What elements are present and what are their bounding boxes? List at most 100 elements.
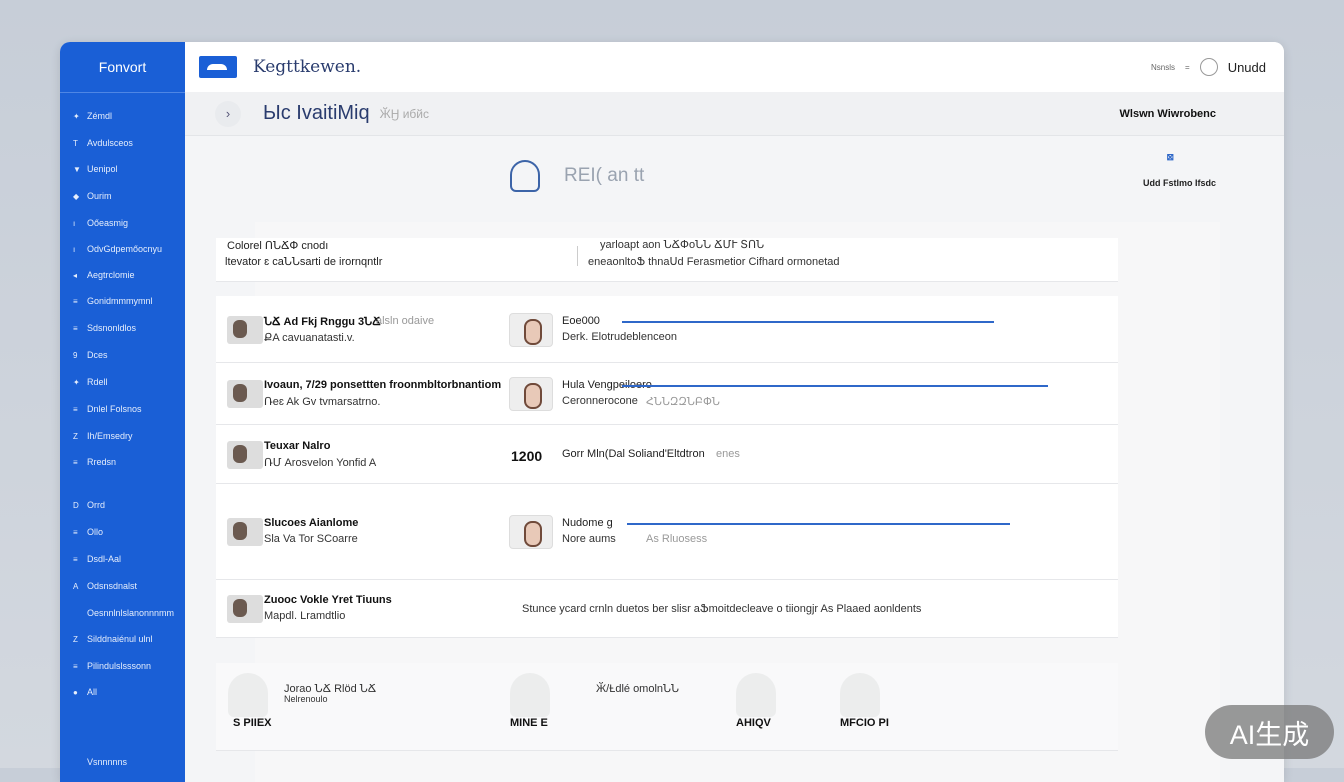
progress-bar [622,320,994,323]
nav-icon: Z [73,634,78,644]
bottom-sub: Nelrenoulo [284,694,328,704]
nav-icon: 9 [73,350,78,360]
row-description: Stunce ycard crnln duetos ber slisr aՖmo… [522,603,922,615]
sidebar-item[interactable]: ≡ Dsdl-Aal [60,554,185,564]
nav-icon: T [73,138,78,148]
sidebar-item[interactable]: ● All [60,687,185,697]
nav-icon: ✦ [73,111,80,121]
sidebar-item-label: Oőeasmig [87,218,129,228]
table-row[interactable]: Ivoaun, 7/29 ponsettten froonmbltorbnant… [216,363,1118,425]
sidebar-item[interactable]: 9 Dces [60,350,185,360]
thumbnail [227,518,263,546]
profile-circle-icon[interactable] [1199,58,1218,76]
avatar [509,377,553,411]
sidebar-item-label: Ourim [87,191,112,201]
sidebar-item[interactable]: D Orrd [60,500,185,510]
row-subtitle: ՔA cavuanatasti.v. [264,331,355,344]
table-row[interactable]: Teuxar Nalro ՌՄ Arosvelon Yonfid A 1200 Go… [216,425,1118,484]
table-row[interactable]: Slucoes Aianlome Sla Va Tor SCoarre Nudom… [216,484,1118,580]
sidebar-item[interactable]: A Odsnsdnalst [60,581,185,591]
nav-icon: ≡ [73,457,78,467]
nav-icon: ✦ [73,377,80,387]
bottom-mid: Ӂ/Ƚdlé omolnՆՆ [596,683,680,695]
back-button[interactable]: › [215,100,241,127]
sidebar-item[interactable]: ≡ Pilindulslsssonn [60,661,185,671]
sidebar-item-label: Pilindulslsssonn [87,661,152,671]
sidebar-item[interactable]: ı OdvGdpemőocnyu [60,244,185,254]
grid-icon: ⊠ [1166,152,1174,162]
sidebar-item-label: Sdsnonldlos [87,323,137,333]
nav-icon: ◆ [73,191,80,201]
nav-icon: ≡ [73,554,78,564]
avatar [509,515,553,549]
sidebar-item[interactable]: ≡ Ollo [60,527,185,537]
sidebar-item[interactable]: Oesnnlnlslanonnnmm [60,608,185,618]
sidebar-item[interactable]: Z Silddnaiénul ulnl [60,634,185,644]
table-row[interactable]: ՆՃ Ad Fkj Rnggu 3ՆՃ alsln odaive ՔA cavu… [216,296,1118,363]
app-logo [199,56,237,78]
sidebar-item[interactable]: T Avdulsceos [60,138,185,148]
row-title: Slucoes Aianlome [264,517,359,529]
row-detail: Derk. Elotrudeblenceon [562,330,677,343]
avatar [509,312,553,347]
sidebar-item-label: OdvGdpemőocnyu [87,244,163,254]
nav-icon: ı [73,244,76,254]
menu-icon[interactable]: = [1185,62,1190,72]
sidebar-item[interactable]: Vsnnnnns [60,757,185,767]
sidebar-item[interactable]: ı Oőeasmig [60,218,185,228]
nav-icon: ▼ [73,164,81,174]
summary-right-title: yarloapt aon ՆՃՓoՆՆ ՃՄՒ ՏՈՆ [600,239,765,251]
bottom-title: Jorao ՆՃ Rlöd ՆՃ [284,683,377,695]
sidebar-item-label: Aegtrclomie [87,270,135,280]
row-detail-extra: As Rluosess [646,533,708,545]
sidebar-item-label: Oesnnlnlslanonnnmm [87,608,175,618]
row-name: Hula Vengpeiloero [562,379,652,391]
sidebar: Fonvort ✦ Zémdl T Avdulsceos ▼ Uenipol ◆ Ourim ı… [60,42,185,782]
summary-left-title: Colorel ՈՆՃՓ cnodı [227,240,329,252]
sidebar-item[interactable]: ◂ Aegtrclomie [60,270,185,280]
user-name[interactable]: Unudd [1227,59,1266,75]
sidebar-item-label: Silddnaiénul ulnl [87,634,153,644]
nav-icon: Z [73,431,78,441]
page-meta: ӁӇ ибйс [379,106,429,121]
sidebar-item[interactable]: ✦ Zémdl [60,111,185,121]
sidebar-item[interactable]: ≡ Rredsn [60,457,185,467]
sidebar-item[interactable]: ✦ Rdell [60,377,185,387]
thumbnail [227,380,263,408]
sidebar-item[interactable]: ≡ Gonidmmmymnl [60,296,185,306]
row-name: Nudome g [562,517,613,529]
bottom-card: Jorao ՆՃ Rlöd ՆՃ Nelrenoulo Ӂ/Ƚdlé omoln… [216,663,1118,751]
row-title: Teuxar Nalro [264,439,331,452]
bottom-label[interactable]: S PIIEX [233,717,272,729]
sidebar-item[interactable]: ≡ Sdsnonldlos [60,323,185,333]
row-detail: Ceronnerocone [562,395,638,407]
bottom-label[interactable]: AHIQV [736,717,771,729]
hero-right-label[interactable]: Udd Fstlmo Ifsdc [1142,178,1216,188]
row-subtitle: Ռeɛ Ak Gv tvmarsatrno. [264,396,381,408]
sidebar-item[interactable]: ≡ Dnlel Folsnos [60,404,185,414]
helmet-icon [510,160,540,192]
row-title: Zuooc Vokle Yret Tiuuns [264,594,392,606]
sidebar-item-label: Ih/Emsedry [87,431,133,441]
sidebar-item[interactable]: ◆ Ourim [60,191,185,201]
summary-card: Colorel ՈՆՃՓ cnodı ltevator ɛ caՆՆsarti … [216,238,1118,282]
sidebar-item[interactable]: ▼ Uenipol [60,164,185,174]
nav-icon: ≡ [73,661,78,671]
subheader-right-link[interactable]: Wlswn Wiwrobenc [1119,107,1216,120]
nav-icon: ● [73,687,78,697]
sidebar-item[interactable]: Z Ih/Emsedry [60,431,185,441]
nav-icon: ◂ [73,270,78,280]
sidebar-item-label: Uenipol [87,164,118,174]
table-row[interactable]: Zuooc Vokle Yret Tiuuns Mapdl. Lramdtlio… [216,580,1118,638]
row-name: Gorr Mln(Dal Soliand'Eltdtron [562,447,705,460]
thumbnail [227,440,263,469]
nav-icon: ≡ [73,527,78,537]
bottom-label[interactable]: MFCIO PI [840,717,889,729]
sidebar-item-label: All [87,687,98,697]
row-title: ՆՃ Ad Fkj Rnggu 3ՆՃ [264,315,381,328]
bottom-label[interactable]: MINE E [510,717,548,729]
row-title-extra: alsln odaive [376,314,435,327]
row-number: 1200 [511,447,543,464]
sidebar-item-label: Vsnnnnns [87,757,128,767]
sidebar-item-label: Dces [87,350,108,360]
